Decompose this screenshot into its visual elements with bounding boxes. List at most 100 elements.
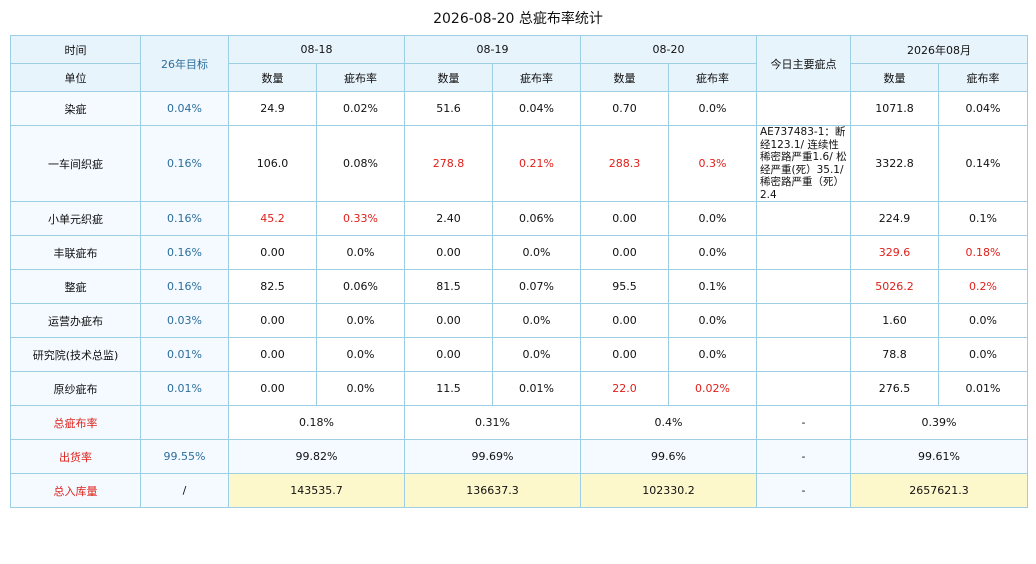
- summary-label: 出货率: [10, 439, 141, 474]
- rate-header: 疵布率: [316, 63, 405, 92]
- month-cell-highlight: 0.18%: [938, 235, 1028, 270]
- cell-highlight: 0.02%: [668, 371, 757, 406]
- cell: 0.07%: [492, 269, 581, 304]
- cell: 11.5: [404, 371, 493, 406]
- cell: 51.6: [404, 91, 493, 126]
- summary-target: 99.55%: [140, 439, 229, 474]
- qty-header: 数量: [850, 63, 939, 92]
- table-row: 原纱疵布 0.01% 0.00 0.0% 11.5 0.01% 22.0 0.0…: [10, 371, 1028, 406]
- cell: 0.02%: [316, 91, 405, 126]
- cell: 81.5: [404, 269, 493, 304]
- month-cell: 224.9: [850, 201, 939, 236]
- row-note: [756, 371, 851, 406]
- cell: 0.0%: [492, 337, 581, 372]
- table-row: 染疵 0.04% 24.9 0.02% 51.6 0.04% 0.70 0.0%…: [10, 91, 1028, 126]
- summary-label: 总入库量: [10, 473, 141, 508]
- summary-row-total-stock: 总入库量 / 143535.7 136637.3 102330.2 - 2657…: [10, 473, 1028, 508]
- row-target: 0.04%: [140, 91, 229, 126]
- summary-row-total-rate: 总疵布率 0.18% 0.31% 0.4% - 0.39%: [10, 405, 1028, 440]
- target-header: 26年目标: [140, 35, 229, 92]
- month-cell: 1071.8: [850, 91, 939, 126]
- cell: 0.0%: [668, 337, 757, 372]
- table-row: 丰联疵布 0.16% 0.00 0.0% 0.00 0.0% 0.00 0.0%…: [10, 235, 1028, 270]
- month-cell: 0.1%: [938, 201, 1028, 236]
- cell: 95.5: [580, 269, 669, 304]
- cell: 0.06%: [316, 269, 405, 304]
- month-header: 2026年08月: [850, 35, 1028, 64]
- row-target: 0.16%: [140, 235, 229, 270]
- month-cell: 0.01%: [938, 371, 1028, 406]
- summary-cell: 99.69%: [404, 439, 581, 474]
- cell: 0.08%: [316, 125, 405, 202]
- summary-month: 2657621.3: [850, 473, 1028, 508]
- cell: 24.9: [228, 91, 317, 126]
- month-cell: 0.0%: [938, 337, 1028, 372]
- month-cell: 0.0%: [938, 303, 1028, 338]
- cell-highlight: 0.3%: [668, 125, 757, 202]
- unit-header: 单位: [10, 63, 141, 92]
- row-note: AE737483-1：断经123.1/ 连续性稀密路严重1.6/ 松经严重(死）…: [756, 125, 851, 202]
- row-target: 0.01%: [140, 371, 229, 406]
- month-cell: 0.14%: [938, 125, 1028, 202]
- cell-highlight: 0.33%: [316, 201, 405, 236]
- summary-cell: 136637.3: [404, 473, 581, 508]
- cell: 0.0%: [668, 91, 757, 126]
- rate-header: 疵布率: [492, 63, 581, 92]
- cell: 0.0%: [668, 235, 757, 270]
- month-cell: 276.5: [850, 371, 939, 406]
- cell: 0.00: [404, 303, 493, 338]
- cell: 0.00: [228, 235, 317, 270]
- cell: 0.00: [580, 201, 669, 236]
- summary-cell: 99.82%: [228, 439, 405, 474]
- cell-highlight: 288.3: [580, 125, 669, 202]
- row-label: 原纱疵布: [10, 371, 141, 406]
- cell: 0.0%: [668, 201, 757, 236]
- cell: 0.0%: [316, 371, 405, 406]
- row-label: 丰联疵布: [10, 235, 141, 270]
- cell: 0.00: [580, 235, 669, 270]
- header-row-units: 单位 数量 疵布率 数量 疵布率 数量 疵布率 数量 疵布率: [10, 63, 1028, 92]
- summary-note: -: [756, 473, 851, 508]
- defect-rate-table: 时间 26年目标 08-18 08-19 08-20 今日主要疵点 2026年0…: [10, 35, 1028, 508]
- summary-cell: 99.6%: [580, 439, 757, 474]
- row-label: 整疵: [10, 269, 141, 304]
- cell: 0.0%: [316, 303, 405, 338]
- table-row: 运营办疵布 0.03% 0.00 0.0% 0.00 0.0% 0.00 0.0…: [10, 303, 1028, 338]
- cell: 0.00: [404, 235, 493, 270]
- cell: 0.00: [580, 337, 669, 372]
- row-target: 0.01%: [140, 337, 229, 372]
- row-note: [756, 303, 851, 338]
- rate-header: 疵布率: [938, 63, 1028, 92]
- row-target: 0.16%: [140, 201, 229, 236]
- cell: 0.0%: [316, 235, 405, 270]
- cell-highlight: 45.2: [228, 201, 317, 236]
- cell: 0.00: [228, 371, 317, 406]
- time-header: 时间: [10, 35, 141, 64]
- cell: 0.04%: [492, 91, 581, 126]
- month-cell-highlight: 0.2%: [938, 269, 1028, 304]
- table-row: 一车间织疵 0.16% 106.0 0.08% 278.8 0.21% 288.…: [10, 125, 1028, 202]
- cell: 0.1%: [668, 269, 757, 304]
- cell: 106.0: [228, 125, 317, 202]
- cell: 0.00: [228, 303, 317, 338]
- header-row-dates: 时间 26年目标 08-18 08-19 08-20 今日主要疵点 2026年0…: [10, 35, 1028, 92]
- cell: 0.01%: [492, 371, 581, 406]
- cell: 0.06%: [492, 201, 581, 236]
- summary-row-shipment-rate: 出货率 99.55% 99.82% 99.69% 99.6% - 99.61%: [10, 439, 1028, 474]
- row-label: 小单元织疵: [10, 201, 141, 236]
- row-label: 运营办疵布: [10, 303, 141, 338]
- row-note: [756, 91, 851, 126]
- row-label: 染疵: [10, 91, 141, 126]
- cell: 0.0%: [316, 337, 405, 372]
- row-note: [756, 235, 851, 270]
- cell: 0.00: [228, 337, 317, 372]
- row-target: 0.16%: [140, 269, 229, 304]
- summary-target: [140, 405, 229, 440]
- qty-header: 数量: [580, 63, 669, 92]
- table-row: 整疵 0.16% 82.5 0.06% 81.5 0.07% 95.5 0.1%…: [10, 269, 1028, 304]
- month-cell-highlight: 5026.2: [850, 269, 939, 304]
- cell-highlight: 22.0: [580, 371, 669, 406]
- summary-cell: 143535.7: [228, 473, 405, 508]
- cell: 0.0%: [492, 303, 581, 338]
- cell: 2.40: [404, 201, 493, 236]
